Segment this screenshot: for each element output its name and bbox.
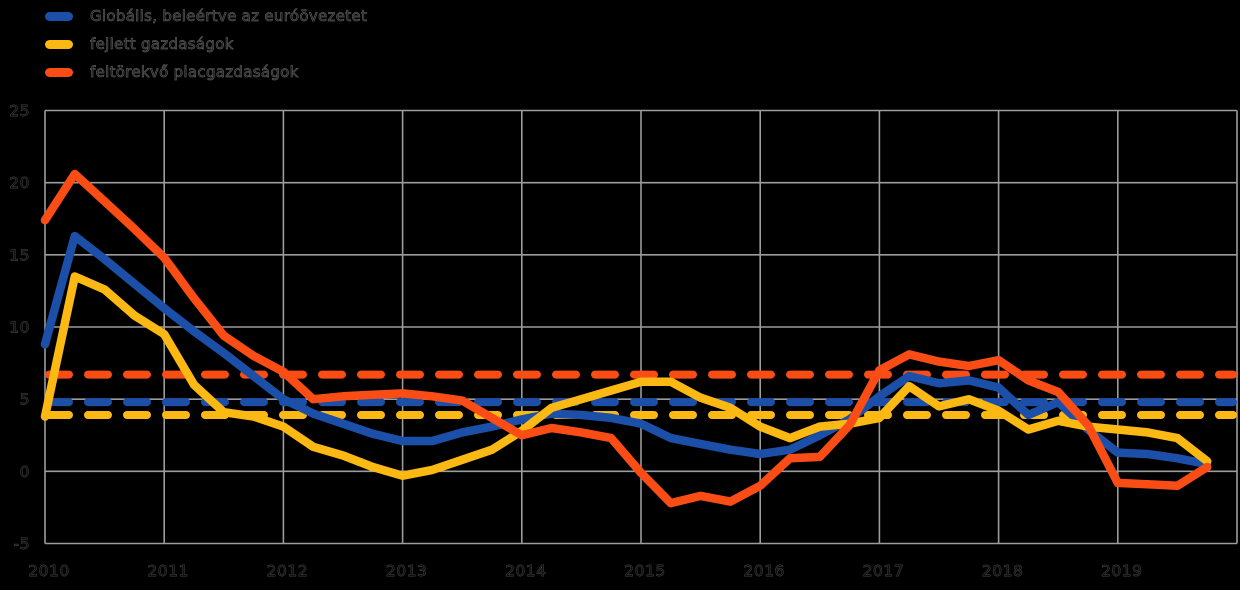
y-axis-tick-label: 5	[20, 391, 30, 409]
legend-label-emerging: feltörekvő piacgazdaságok	[90, 63, 299, 82]
y-axis-tick-label: 15	[9, 246, 30, 264]
x-axis-tick-label: 2017	[863, 562, 904, 580]
x-axis-tick-label: 2019	[1101, 562, 1142, 580]
x-axis-tick-label: 2012	[267, 562, 308, 580]
y-axis-tick-label: 25	[9, 102, 30, 120]
x-axis-tick-label: 2018	[982, 562, 1023, 580]
legend-item-advanced: fejlett gazdaságok	[45, 30, 367, 58]
legend-label-global: Globális, beleértve az euróövezetet	[90, 7, 368, 26]
legend-item-emerging: feltörekvő piacgazdaságok	[45, 58, 367, 86]
legend-item-global: Globális, beleértve az euróövezetet	[45, 2, 367, 30]
x-axis-tick-label: 2010	[28, 562, 69, 580]
series-line-2	[40, 169, 1212, 508]
y-axis-tick-label: 10	[9, 319, 30, 337]
x-axis-tick-label: 2016	[743, 562, 784, 580]
series-line-1	[40, 272, 1212, 480]
legend-label-advanced: fejlett gazdaságok	[90, 35, 234, 54]
x-axis-tick-label: 2013	[386, 562, 427, 580]
x-axis-tick-label: 2011	[147, 562, 188, 580]
x-axis-tick-label: 2015	[624, 562, 665, 580]
legend: Globális, beleértve az euróövezetet fejl…	[45, 2, 367, 86]
y-axis-tick-label: 20	[9, 174, 30, 192]
x-axis-tick-label: 2014	[505, 562, 546, 580]
legend-swatch-orange-icon	[45, 67, 73, 77]
series-line-0	[40, 231, 1212, 469]
legend-swatch-yellow-icon	[45, 39, 73, 49]
legend-swatch-blue-icon	[45, 11, 73, 21]
y-axis-tick-label: 0	[20, 463, 30, 481]
y-axis-tick-label: -5	[14, 535, 30, 553]
